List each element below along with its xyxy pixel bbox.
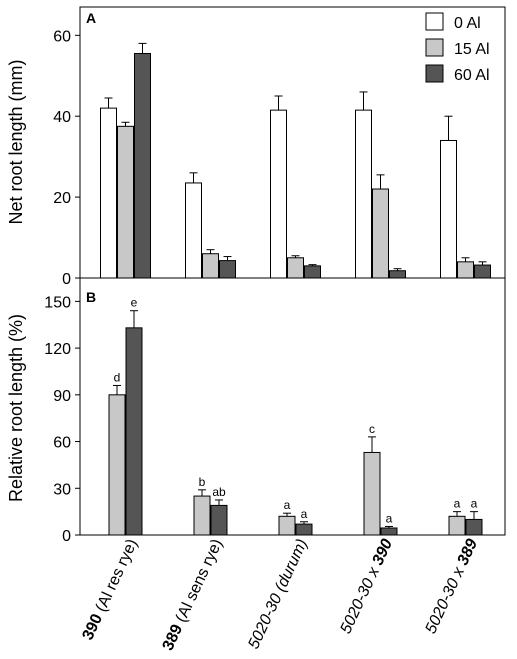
y-tick-label: 20: [53, 190, 71, 207]
bar-15-al: [457, 261, 474, 279]
bar-60-al: [380, 527, 398, 536]
significance-letter: b: [199, 475, 206, 489]
significance-letter: a: [454, 497, 461, 511]
significance-letter: d: [114, 370, 121, 384]
bar-15-al: [193, 495, 211, 536]
x-category-label-rest: 5020-30 (durum): [245, 537, 311, 652]
panel-a-y-axis: 0 20 40 60: [53, 28, 80, 288]
bar-0-al: [440, 139, 457, 279]
bar-15-al: [278, 515, 296, 536]
legend-swatch: [425, 38, 444, 57]
significance-letter: e: [131, 296, 138, 310]
bar-0-al: [355, 109, 372, 279]
y-tick-label: 60: [53, 28, 71, 45]
panel-a-bars: [100, 42, 491, 279]
y-tick-label: 0: [62, 528, 71, 545]
bar-15-al: [448, 515, 466, 536]
x-category-label-rest: (Al res rye): [91, 537, 141, 619]
bar-60-al: [465, 518, 483, 536]
panel-b-y-axis-label: Relative root length (%): [6, 314, 26, 502]
bar-15-al: [108, 394, 126, 536]
x-category-label: 389 (Al sens rye): [160, 537, 227, 654]
legend-label: 60 Al: [454, 67, 490, 84]
legend-swatch: [425, 12, 444, 31]
y-tick-label: 60: [53, 435, 71, 452]
significance-letter: a: [284, 498, 291, 512]
y-tick-label: 40: [53, 109, 71, 126]
bar-0-al: [270, 109, 287, 279]
panel-b-label: B: [86, 289, 96, 305]
panel-a: A Net root length (mm) 0 20 40 60 0 Al 15 Al…: [6, 6, 506, 288]
bar-15-al: [363, 451, 381, 536]
panel-a-label: A: [86, 10, 96, 26]
bar-15-al: [287, 257, 304, 279]
bar-60-al: [389, 270, 406, 279]
panel-a-y-axis-label: Net root length (mm): [6, 59, 26, 224]
bar-0-al: [185, 182, 202, 279]
legend: 0 Al 15 Al 60 Al: [425, 12, 490, 84]
x-axis-category-labels: 390 (Al res rye) 389 (Al sens rye) 5020-30…: [79, 536, 481, 653]
significance-letter: a: [301, 507, 308, 521]
bar-15-al: [117, 125, 134, 279]
y-tick-label: 90: [53, 388, 71, 405]
x-category-label: 5020-30 x 390: [337, 536, 396, 636]
significance-letter: a: [386, 511, 393, 525]
x-category-label-prefix: 5020-30 x: [337, 561, 384, 637]
panel-b-frame: [79, 277, 506, 536]
bar-15-al: [202, 253, 219, 279]
x-category-label-bold: 390: [369, 536, 396, 567]
significance-letter: ab: [212, 485, 226, 499]
bar-60-al: [295, 523, 313, 536]
y-tick-label: 0: [62, 271, 71, 288]
bar-60-al: [474, 264, 491, 279]
y-tick-label: 120: [44, 341, 71, 358]
x-category-label-rest: (Al sens rye): [171, 537, 226, 630]
bar-60-al: [134, 53, 151, 279]
bar-0-al: [100, 107, 117, 279]
significance-letter: c: [369, 422, 375, 436]
panel-b-y-axis: 0 30 60 90 120 150: [44, 294, 80, 545]
y-tick-label: 150: [44, 294, 71, 311]
x-category-label-bold: 389: [454, 536, 481, 567]
legend-label: 15 Al: [454, 41, 490, 58]
bar-15-al: [372, 188, 389, 279]
y-tick-label: 30: [53, 481, 71, 498]
bar-60-al: [219, 260, 236, 279]
x-category-label: 5020-30 (durum): [245, 537, 311, 652]
bar-60-al: [304, 265, 321, 279]
x-category-label: 390 (Al res rye): [79, 537, 141, 643]
x-category-label: 5020-30 x 389: [422, 536, 481, 636]
panel-b: B Relative root length (%) 0 30 60 90 120 150…: [6, 277, 506, 545]
legend-label: 0 Al: [454, 15, 481, 32]
significance-letter: a: [471, 497, 478, 511]
bar-60-al: [125, 327, 143, 536]
legend-swatch: [425, 64, 444, 83]
bar-60-al: [210, 504, 228, 536]
x-category-label-prefix: 5020-30 x: [422, 561, 469, 637]
